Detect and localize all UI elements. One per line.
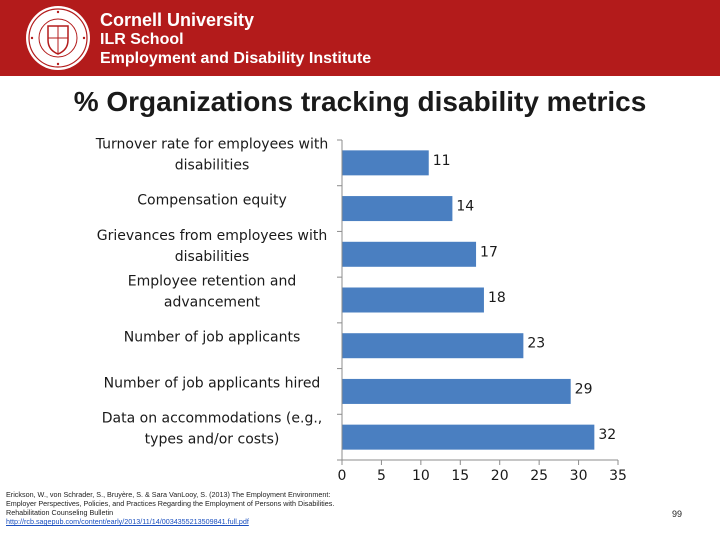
category-label-1: Compensation equity <box>137 193 287 209</box>
category-label-2: Grievances from employees with disabiliti… <box>97 228 327 265</box>
category-label-4-line-0: Number of job applicants <box>124 330 301 346</box>
bar-2 <box>342 241 477 267</box>
value-label-5: 29 <box>575 381 593 397</box>
x-tick-label-1: 5 <box>377 468 386 484</box>
category-label-2-line-1: disabilities <box>175 249 250 265</box>
citation-text: Erickson, W., von Schrader, S., Bruyère,… <box>6 490 335 517</box>
category-label-3: Employee retention and advancement <box>128 274 296 311</box>
value-label-1: 14 <box>456 199 474 215</box>
category-label-5-line-0: Number of job applicants hired <box>104 375 321 391</box>
x-tick-label-3: 15 <box>451 468 469 484</box>
category-label-3-line-0: Employee retention and <box>128 274 296 290</box>
x-tick-label-0: 0 <box>338 468 347 484</box>
value-label-3: 18 <box>488 290 506 306</box>
page-number: 99 <box>671 509 682 519</box>
bar-3 <box>342 287 484 313</box>
bar-6 <box>342 424 595 450</box>
category-label-6-line-0: Data on accommodations (e.g., <box>102 411 323 427</box>
value-label-2: 17 <box>480 244 498 260</box>
bar-0 <box>342 150 429 176</box>
school-name: ILR School <box>100 31 184 48</box>
x-tick-label-5: 25 <box>530 468 548 484</box>
header-banner: Cornell University ILR School Employment… <box>0 0 720 76</box>
bar-1 <box>342 196 453 222</box>
x-tick-label-4: 20 <box>491 468 509 484</box>
university-name: Cornell University <box>100 10 255 30</box>
chart-title: % Organizations tracking disability metr… <box>73 86 647 117</box>
category-label-6: Data on accommodations (e.g., types and/o… <box>102 411 323 448</box>
category-label-5: Number of job applicants hired <box>104 375 321 391</box>
category-label-4: Number of job applicants <box>124 330 301 346</box>
citation: Erickson, W., von Schrader, S., Bruyère,… <box>6 490 336 526</box>
bar-chart: 11 Turnover rate for employees with disabi… <box>95 136 627 484</box>
bar-5 <box>342 378 571 404</box>
category-label-0: Turnover rate for employees with disabili… <box>95 136 329 173</box>
value-label-4: 23 <box>527 336 545 352</box>
citation-link[interactable]: http://rcb.sagepub.com/content/early/201… <box>6 517 249 526</box>
x-tick-label-7: 35 <box>609 468 627 484</box>
x-tick-label-2: 10 <box>412 468 430 484</box>
value-label-0: 11 <box>433 153 451 169</box>
cornell-seal-icon <box>26 6 90 70</box>
institute-name: Employment and Disability Institute <box>100 50 372 67</box>
category-label-6-line-1: types and/or costs) <box>145 432 280 448</box>
category-label-0-line-0: Turnover rate for employees with <box>95 136 329 152</box>
category-label-0-line-1: disabilities <box>175 157 250 173</box>
category-label-2-line-0: Grievances from employees with <box>97 228 327 244</box>
value-label-6: 32 <box>598 427 616 443</box>
x-tick-label-6: 30 <box>570 468 588 484</box>
category-label-1-line-0: Compensation equity <box>137 193 287 209</box>
bar-4 <box>342 333 524 359</box>
category-label-3-line-1: advancement <box>164 295 261 311</box>
